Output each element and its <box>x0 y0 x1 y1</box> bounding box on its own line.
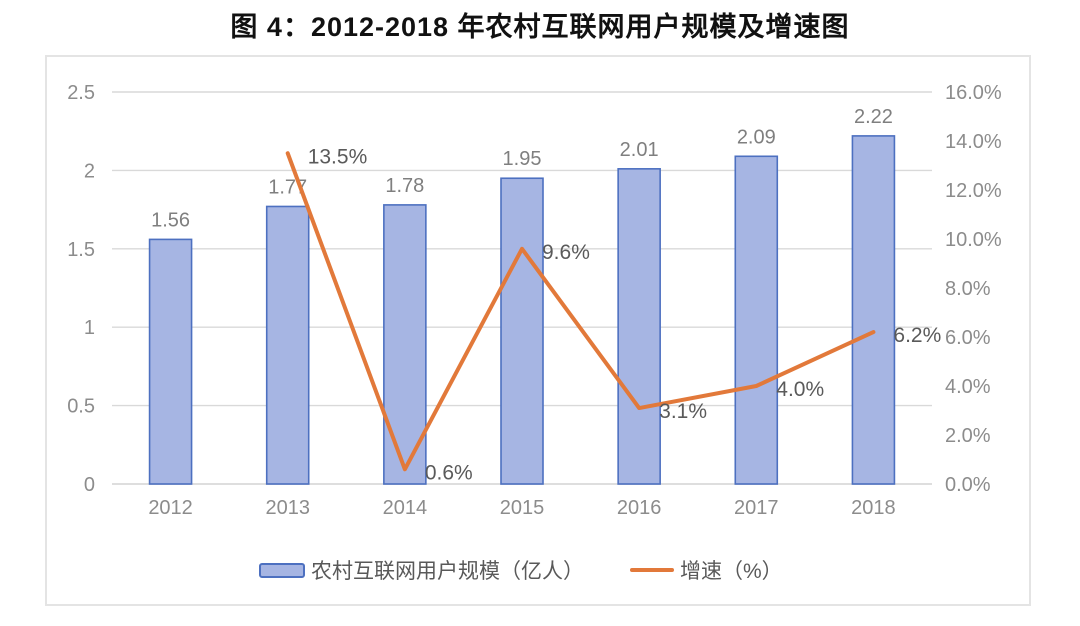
bar-value-label: 2.09 <box>737 126 776 148</box>
left-axis-tick-label: 1 <box>84 317 95 339</box>
chart-title: 图 4：2012-2018 年农村互联网用户规模及增速图 <box>230 12 850 42</box>
left-axis-tick-label: 1.5 <box>67 239 95 261</box>
line-series-label: 增速（%） <box>680 560 783 583</box>
line-value-label: 6.2% <box>893 324 941 347</box>
x-axis-category-label: 2015 <box>500 497 545 519</box>
bar-2014 <box>383 204 427 485</box>
right-axis-tick-label: 14.0% <box>945 131 1002 153</box>
left-axis-tick-label: 2 <box>84 160 95 182</box>
legend-item-bar-series: 农村互联网用户规模（亿人） <box>259 555 584 585</box>
left-axis-tick-label: 0.5 <box>67 396 95 418</box>
bar-2017 <box>734 155 779 485</box>
right-axis-tick-label: 16.0% <box>945 82 1002 104</box>
x-axis-category-label: 2017 <box>734 497 779 519</box>
bar-series-swatch-icon <box>259 562 305 578</box>
bar-2012 <box>148 238 193 485</box>
bar-value-label: 1.78 <box>385 175 424 197</box>
chart-frame: 0 0.5 1 1.5 2 2.5 0.0% 2.0% 4.0% 6.0% 8.0% 10.0% 12.… <box>45 55 1031 606</box>
right-axis-tick-label: 12.0% <box>945 180 1002 202</box>
right-axis-tick-label: 10.0% <box>945 229 1002 251</box>
x-axis-category-label: 2018 <box>851 497 896 519</box>
line-value-label: 3.1% <box>659 400 707 423</box>
right-axis-tick-label: 8.0% <box>945 278 991 300</box>
right-axis-tick-label: 6.0% <box>945 327 991 349</box>
bar-series-label: 农村互联网用户规模（亿人） <box>311 560 584 583</box>
left-axis-tick-label: 0 <box>84 474 95 496</box>
bar-value-label: 2.22 <box>854 106 893 128</box>
line-value-label: 13.5% <box>308 145 368 168</box>
combo-chart-canvas: 0 0.5 1 1.5 2 2.5 0.0% 2.0% 4.0% 6.0% 8.0% 10.0% 12.… <box>67 82 1002 519</box>
legend-item-line-series: 增速（%） <box>630 555 783 585</box>
bar-2018 <box>851 135 896 485</box>
x-axis-category-label: 2016 <box>617 497 662 519</box>
bar-2016 <box>617 168 661 485</box>
right-axis-tick-label: 2.0% <box>945 425 991 447</box>
right-axis-tick-label: 0.0% <box>945 474 991 496</box>
line-series-swatch-icon <box>630 568 674 572</box>
bar-value-label: 1.95 <box>503 148 542 170</box>
x-axis-category-label: 2013 <box>265 497 310 519</box>
left-axis-tick-label: 2.5 <box>67 82 95 104</box>
bar-value-label: 1.56 <box>151 209 190 231</box>
bar-value-label: 2.01 <box>620 139 659 161</box>
bar-2013 <box>265 205 310 485</box>
growth-rate-line <box>285 151 876 472</box>
legend: 农村互联网用户规模（亿人） 增速（%） <box>259 555 783 585</box>
line-value-label: 0.6% <box>425 461 473 484</box>
right-axis-tick-label: 4.0% <box>945 376 991 398</box>
x-axis-category-label: 2014 <box>383 497 428 519</box>
bar-2015 <box>500 177 544 485</box>
x-axis-category-label: 2012 <box>148 497 193 519</box>
line-value-label: 4.0% <box>776 378 824 401</box>
line-value-label: 9.6% <box>542 241 590 264</box>
